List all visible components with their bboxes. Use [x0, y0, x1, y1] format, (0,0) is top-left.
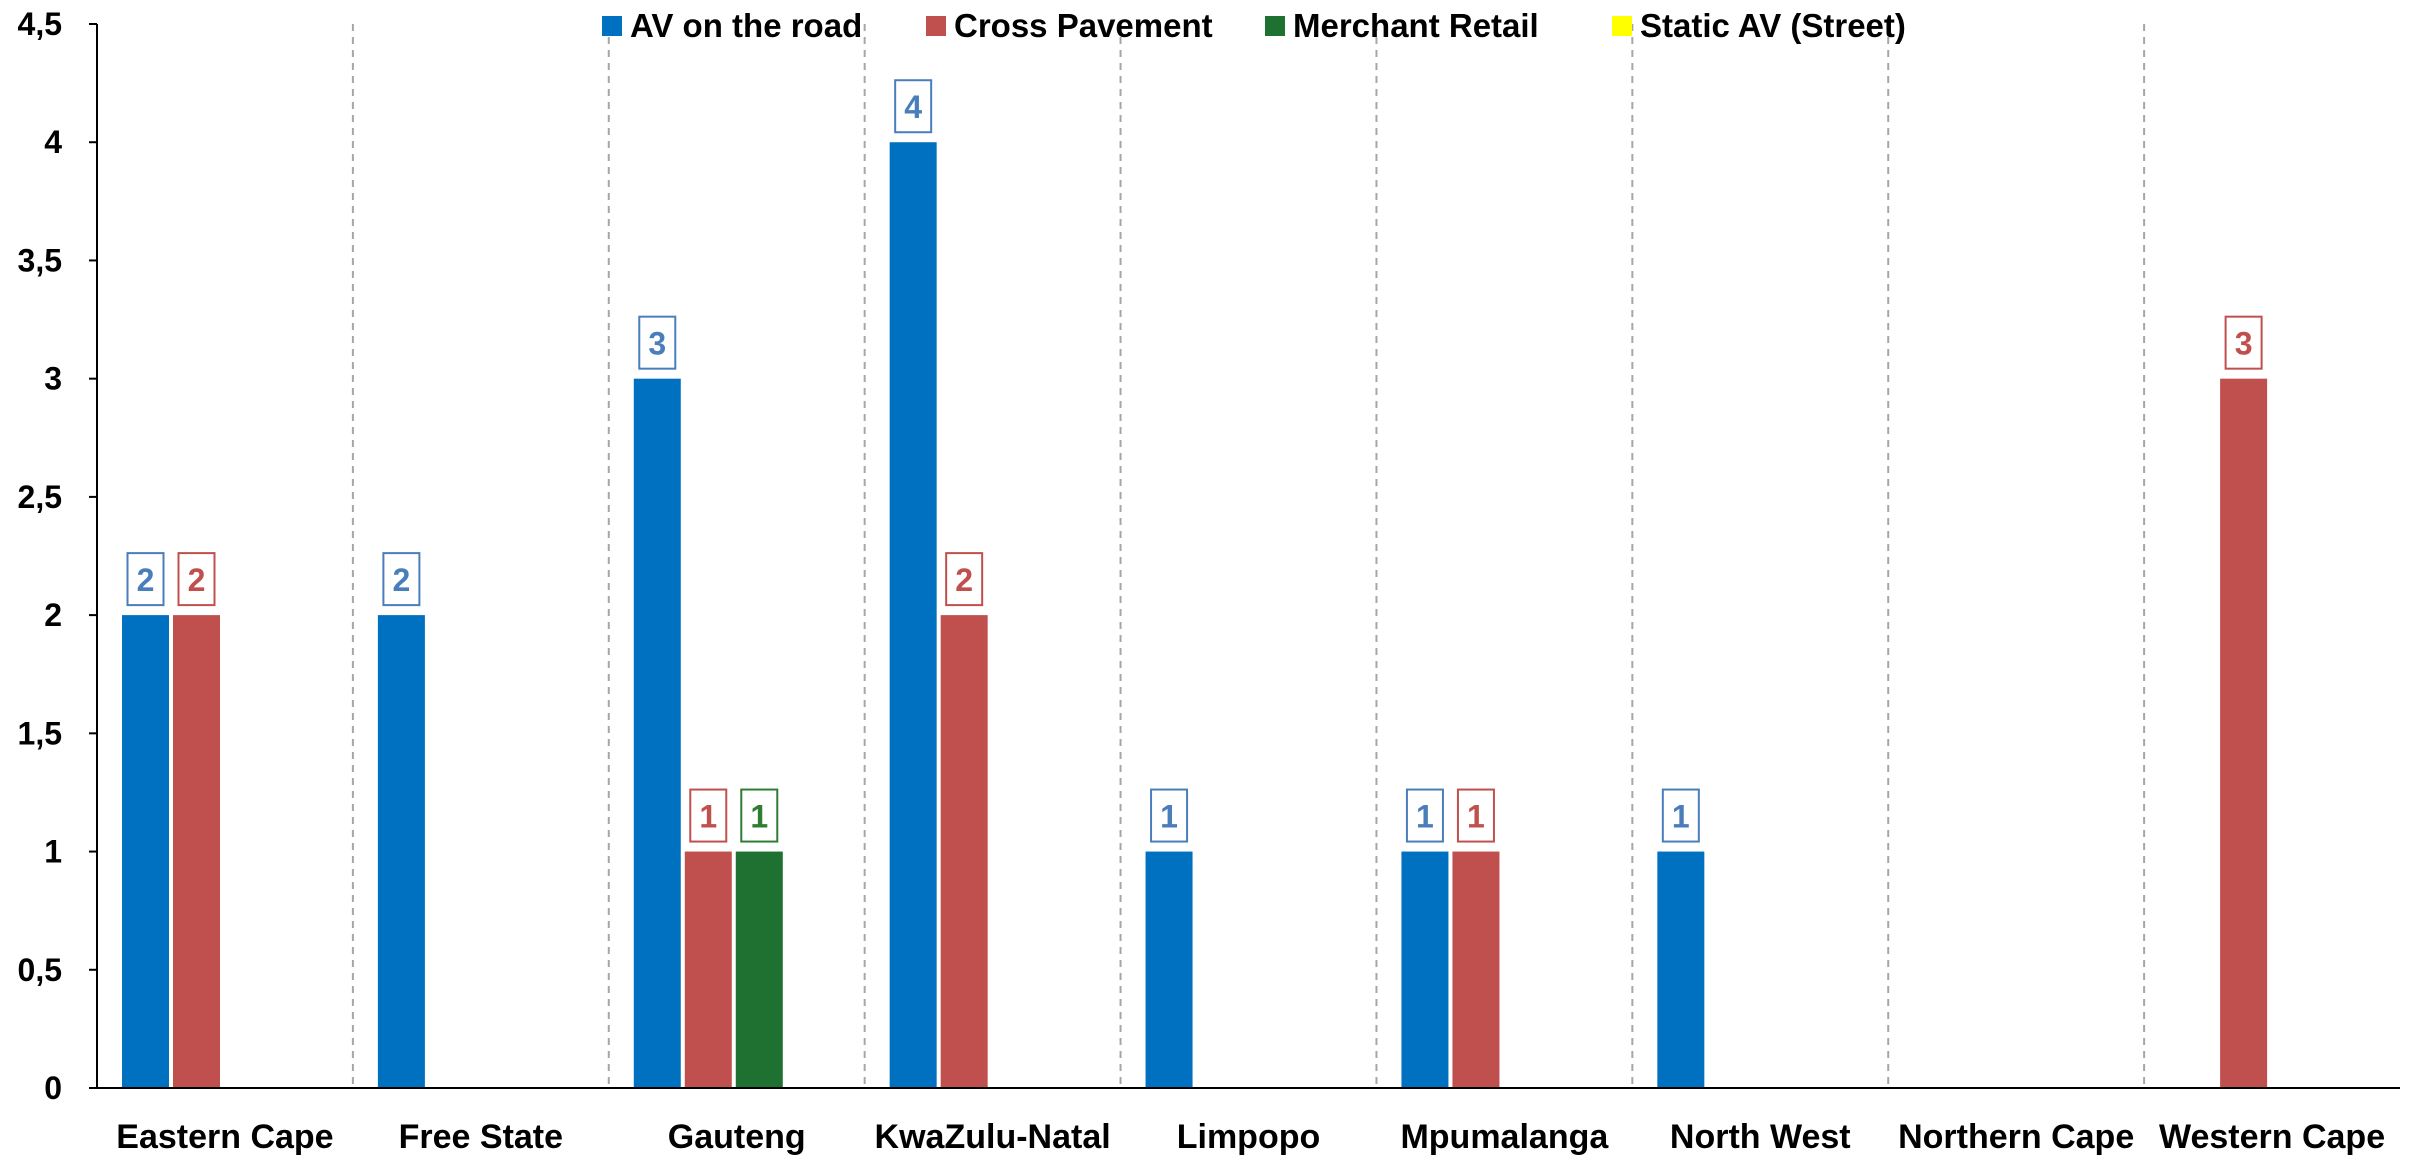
data-label-av-on-the-road-eastern-cape: 2: [137, 562, 155, 598]
data-label-box: [2224, 315, 2263, 370]
legend-label-merchant-retail: Merchant Retail: [1293, 7, 1539, 44]
data-label-box: [689, 788, 728, 843]
legend-swatch-merchant-retail: [1265, 16, 1285, 36]
bar-av-on-the-road-limpopo: [1145, 851, 1193, 1088]
legend: AV on the road Cross Pavement Merchant Ret…: [602, 7, 1906, 44]
bar-cross-pavement-gauteng: [684, 851, 732, 1088]
bar-av-on-the-road-gauteng: [633, 378, 681, 1089]
bar-cross-pavement-kwazulu-natal: [940, 615, 988, 1088]
x-tick-label-north-west: North West: [1670, 1118, 1851, 1156]
data-label-merchant-retail-gauteng: 1: [750, 799, 768, 835]
legend-swatch-cross-pavement: [926, 16, 946, 36]
bar-av-on-the-road-free-state: [377, 615, 425, 1088]
data-label-cross-pavement-mpumalanga: 1: [1467, 799, 1485, 835]
data-label-box: [382, 552, 421, 607]
x-tick-label-mpumalanga: Mpumalanga: [1400, 1118, 1609, 1156]
x-tick-label-free-state: Free State: [399, 1118, 563, 1156]
data-label-box: [177, 552, 216, 607]
bar-cross-pavement-eastern-cape: [173, 615, 220, 1088]
data-label-box: [1661, 788, 1700, 843]
y-tick-label: 4: [44, 124, 62, 160]
data-label-cross-pavement-gauteng: 1: [699, 799, 717, 835]
data-label-cross-pavement-eastern-cape: 2: [188, 562, 206, 598]
x-tick-label-kwazulu-natal: KwaZulu-Natal: [875, 1118, 1111, 1156]
legend-label-static-av-street: Static AV (Street): [1640, 7, 1906, 44]
legend-label-av-on-the-road: AV on the road: [630, 7, 862, 44]
bar-cross-pavement-mpumalanga: [1452, 851, 1500, 1088]
y-tick-label: 1: [44, 834, 62, 870]
y-tick-label: 3,5: [18, 242, 62, 278]
legend-swatch-av-on-the-road: [602, 16, 622, 36]
legend-swatch-static-av-street: [1612, 16, 1632, 36]
legend-label-cross-pavement: Cross Pavement: [954, 7, 1213, 44]
x-tick-label-northern-cape: Northern Cape: [1898, 1118, 2134, 1156]
data-label-cross-pavement-kwazulu-natal: 2: [955, 562, 973, 598]
data-label-av-on-the-road-kwazulu-natal: 4: [904, 89, 922, 125]
bar-cross-pavement-western-cape: [2220, 378, 2268, 1089]
y-tick-label: 4,5: [18, 6, 62, 42]
data-label-av-on-the-road-mpumalanga: 1: [1416, 799, 1434, 835]
y-tick-label: 2,5: [18, 479, 62, 515]
bar-av-on-the-road-mpumalanga: [1401, 851, 1449, 1088]
data-label-av-on-the-road-free-state: 2: [392, 562, 410, 598]
y-tick-label: 1,5: [18, 715, 62, 751]
data-label-av-on-the-road-gauteng: 3: [648, 326, 666, 362]
data-label-box: [126, 552, 165, 607]
data-label-box: [945, 552, 984, 607]
data-label-cross-pavement-western-cape: 3: [2235, 326, 2253, 362]
bar-av-on-the-road-eastern-cape: [122, 615, 169, 1088]
data-label-box: [1405, 788, 1444, 843]
bar-av-on-the-road-kwazulu-natal: [889, 142, 937, 1088]
y-tick-label: 2: [44, 597, 62, 633]
category-separators: [351, 24, 2146, 1088]
data-label-box: [638, 315, 677, 370]
data-label-box: [894, 79, 933, 134]
axes: 0 0,5 1 1,5 2 2,5 3 3,5 4 4,5 Eastern Cape Free Sta…: [18, 6, 2400, 1156]
data-label-av-on-the-road-limpopo: 1: [1160, 799, 1178, 835]
y-tick-label: 3: [44, 361, 62, 397]
data-label-box: [1150, 788, 1189, 843]
bar-merchant-retail-gauteng: [735, 851, 783, 1088]
x-tick-label-western-cape: Western Cape: [2159, 1118, 2385, 1156]
data-label-box: [740, 788, 779, 843]
data-label-av-on-the-road-north-west: 1: [1672, 799, 1690, 835]
y-tick-label: 0: [44, 1070, 62, 1106]
x-tick-label-eastern-cape: Eastern Cape: [116, 1118, 333, 1156]
data-label-box: [1456, 788, 1495, 843]
x-tick-label-limpopo: Limpopo: [1177, 1118, 1321, 1156]
bars: [122, 142, 2268, 1089]
x-tick-label-gauteng: Gauteng: [668, 1118, 806, 1156]
bar-av-on-the-road-north-west: [1657, 851, 1705, 1088]
y-tick-label: 0,5: [18, 952, 62, 988]
